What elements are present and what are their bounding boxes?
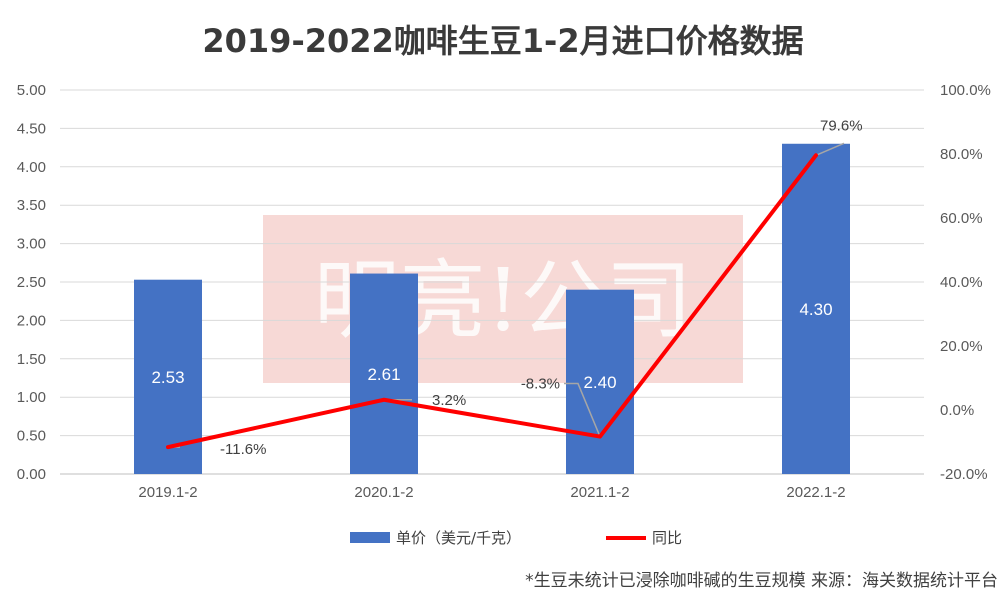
bar <box>350 273 418 474</box>
left-axis-tick-label: 2.50 <box>17 274 46 291</box>
chart-title: 2019-2022咖啡生豆1-2月进口价格数据 <box>202 22 803 60</box>
legend-bar-label: 单价（美元/千克） <box>396 529 521 547</box>
left-axis-tick-label: 3.50 <box>17 197 46 214</box>
x-axis-tick-label: 2022.1-2 <box>786 484 845 501</box>
x-axis-tick-label: 2021.1-2 <box>570 484 629 501</box>
footnote: *生豆未统计已浸除咖啡碱的生豆规模 来源：海关数据统计平台 <box>525 571 998 591</box>
left-axis-tick-label: 5.00 <box>17 82 46 99</box>
left-axis-tick-label: 2.00 <box>17 312 46 329</box>
right-axis-tick-label: 100.0% <box>940 82 991 99</box>
line-path <box>166 153 818 450</box>
right-axis-tick-label: -20.0% <box>940 466 988 483</box>
right-axis-tick-label: 60.0% <box>940 210 983 227</box>
legend-bar-swatch <box>350 532 390 543</box>
left-axis-tick-label: 1.00 <box>17 389 46 406</box>
bar-data-label: 2.61 <box>367 365 400 384</box>
right-axis-tick-label: 0.0% <box>940 402 974 419</box>
left-axis-tick-label: 3.00 <box>17 236 46 253</box>
x-axis-ticks: 2019.1-2 2020.1-2 2021.1-2 2022.1-2 <box>138 484 845 501</box>
bar <box>782 143 850 474</box>
legend: 单价（美元/千克） 同比 <box>350 529 682 547</box>
line-data-label: 3.2% <box>432 392 466 409</box>
bar-data-label: 4.30 <box>799 300 832 319</box>
leader-lines <box>168 142 845 448</box>
x-axis-tick-label: 2019.1-2 <box>138 484 197 501</box>
leader-line <box>564 382 601 437</box>
right-axis-ticks: -20.0% 0.0% 20.0% 40.0% 60.0% 80.0% 100.0% <box>940 82 991 483</box>
line-data-label: -11.6% <box>220 441 266 458</box>
right-axis-tick-label: 20.0% <box>940 338 983 355</box>
left-axis-tick-label: 0.00 <box>17 466 46 483</box>
left-axis-tick-label: 4.50 <box>17 120 46 137</box>
bar-series: 2.53 2.61 2.40 4.30 <box>134 143 850 474</box>
bar-data-label: 2.40 <box>583 373 616 392</box>
legend-line-label: 同比 <box>652 529 682 547</box>
left-axis-tick-label: 0.50 <box>17 428 46 445</box>
left-axis-tick-label: 1.50 <box>17 351 46 368</box>
line-data-label: 79.6% <box>820 117 863 134</box>
left-axis-tick-label: 4.00 <box>17 159 46 176</box>
x-axis-tick-label: 2020.1-2 <box>354 484 413 501</box>
line-data-label: -8.3% <box>521 376 560 393</box>
right-axis-tick-label: 80.0% <box>940 146 983 163</box>
leader-line <box>815 142 845 156</box>
bar-data-label: 2.53 <box>151 368 184 387</box>
right-axis-tick-label: 40.0% <box>940 274 983 291</box>
bar <box>566 289 634 474</box>
line-series: -11.6% 3.2% -8.3% 79.6% <box>166 117 863 458</box>
watermark: 明亮!公司 <box>263 215 743 383</box>
left-axis-ticks: 0.00 0.50 1.00 1.50 2.00 2.50 3.00 3.50 4.00 4.50… <box>17 82 46 483</box>
